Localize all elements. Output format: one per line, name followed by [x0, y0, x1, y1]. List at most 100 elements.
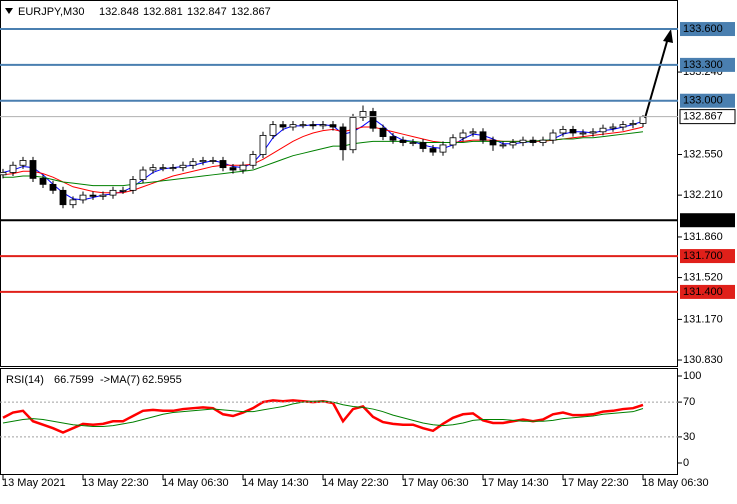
- level-label: 131.400: [683, 286, 723, 298]
- candle-body: [559, 129, 567, 134]
- candle-body: [499, 144, 507, 147]
- last-price-box: [679, 109, 736, 125]
- candle-body: [359, 111, 367, 118]
- candle-body: [249, 154, 257, 166]
- candle-body: [149, 167, 157, 171]
- candle-body: [9, 164, 17, 173]
- candle-body: [39, 177, 47, 185]
- y-tick-label: 132.550: [683, 148, 723, 160]
- candle-body: [129, 179, 137, 191]
- candle-body: [319, 124, 327, 127]
- candle-body: [619, 124, 627, 128]
- rsi-y-tick-label: 30: [683, 431, 695, 443]
- candle-body: [369, 111, 377, 129]
- candle-body: [269, 124, 277, 136]
- candle-body: [329, 124, 337, 128]
- rsi-y-tick-label: 100: [683, 370, 701, 382]
- x-tick-label: 13 May 22:30: [82, 477, 149, 489]
- x-tick-label: 17 May 22:30: [562, 477, 629, 489]
- level-label-box: [680, 284, 735, 299]
- rsi-y-tick-label: 0: [683, 457, 689, 469]
- candle-body: [59, 189, 67, 206]
- x-tick-label: 13 May 2021: [2, 477, 66, 489]
- header-ohlc: 132.881: [143, 6, 183, 18]
- candle-body: [89, 194, 97, 197]
- candle-body: [539, 139, 547, 143]
- candle-body: [569, 129, 577, 134]
- plot-layer: [0, 105, 647, 434]
- rsi-line: [2, 400, 644, 427]
- candle-body: [379, 127, 387, 137]
- candle-body: [519, 139, 527, 143]
- candle-body: [339, 126, 347, 151]
- level-label-box: [680, 213, 735, 228]
- candle-body: [449, 137, 457, 146]
- candle-body: [609, 126, 617, 129]
- candle-body: [439, 144, 447, 153]
- candle-body: [469, 131, 477, 134]
- candle-body: [209, 160, 217, 162]
- level-label-box: [680, 57, 735, 72]
- level-label: 133.600: [683, 23, 723, 35]
- candle-body: [309, 124, 317, 127]
- candle-body: [119, 189, 127, 192]
- candle-body: [279, 124, 287, 128]
- x-tick-label: 14 May 22:30: [322, 477, 389, 489]
- candle-body: [109, 189, 117, 196]
- candle-body: [579, 132, 587, 135]
- rsi-ma-value: 62.5955: [142, 374, 182, 386]
- arrow-head: [663, 29, 673, 43]
- y-tick-label: 132.210: [683, 189, 723, 201]
- candle-body: [549, 132, 557, 141]
- candle-body: [479, 131, 487, 141]
- candle-body: [139, 169, 147, 180]
- candle-body: [199, 160, 207, 163]
- candle-body: [49, 183, 57, 191]
- candle-body: [19, 160, 27, 166]
- level-label-box: [680, 22, 735, 37]
- candle-body: [409, 142, 417, 144]
- x-tick-label: 17 May 06:30: [402, 477, 469, 489]
- menu-triangle[interactable]: [5, 8, 13, 14]
- level-label-box: [680, 93, 735, 108]
- level-label: 132.000: [683, 214, 723, 226]
- x-tick-label: 17 May 14:30: [482, 477, 549, 489]
- last-price-label: 132.867: [683, 111, 723, 123]
- y-tick-label: 131.860: [683, 231, 723, 243]
- price-panel-frame: [0, 0, 678, 367]
- candle-body: [419, 142, 427, 149]
- level-label: 133.000: [683, 95, 723, 107]
- rsi-ma-label: ->MA(7): [100, 374, 140, 386]
- candle-body: [0, 172, 7, 176]
- candle-body: [399, 139, 407, 143]
- candle-body: [29, 160, 37, 179]
- rsi-panel-frame: [0, 368, 678, 475]
- candle-body: [259, 134, 267, 155]
- forecast-arrow: [644, 37, 669, 119]
- level-label-box: [680, 249, 735, 264]
- header-ohlc: 132.848: [99, 6, 139, 18]
- candle-body: [69, 199, 77, 206]
- x-tick-label: 18 May 06:30: [642, 477, 709, 489]
- x-tick-label: 14 May 06:30: [162, 477, 229, 489]
- candle-body: [99, 194, 107, 197]
- candle-body: [189, 161, 197, 166]
- candle-body: [239, 164, 247, 171]
- y-tick-label: 130.830: [683, 354, 723, 366]
- candle-body: [299, 124, 307, 127]
- level-label: 131.700: [683, 250, 723, 262]
- candle-body: [179, 164, 187, 169]
- level-label: 133.300: [683, 59, 723, 71]
- candle-body: [589, 131, 597, 134]
- candle-body: [489, 139, 497, 146]
- header-ohlc: 132.867: [231, 6, 271, 18]
- rsi-y-tick-label: 70: [683, 396, 695, 408]
- symbol: EURJPY,M30: [18, 6, 84, 18]
- candle-body: [79, 194, 87, 201]
- header-ohlc: 132.847: [187, 6, 227, 18]
- candle-body: [389, 136, 397, 141]
- candle-body: [429, 148, 437, 153]
- y-tick-label: 131.520: [683, 271, 723, 283]
